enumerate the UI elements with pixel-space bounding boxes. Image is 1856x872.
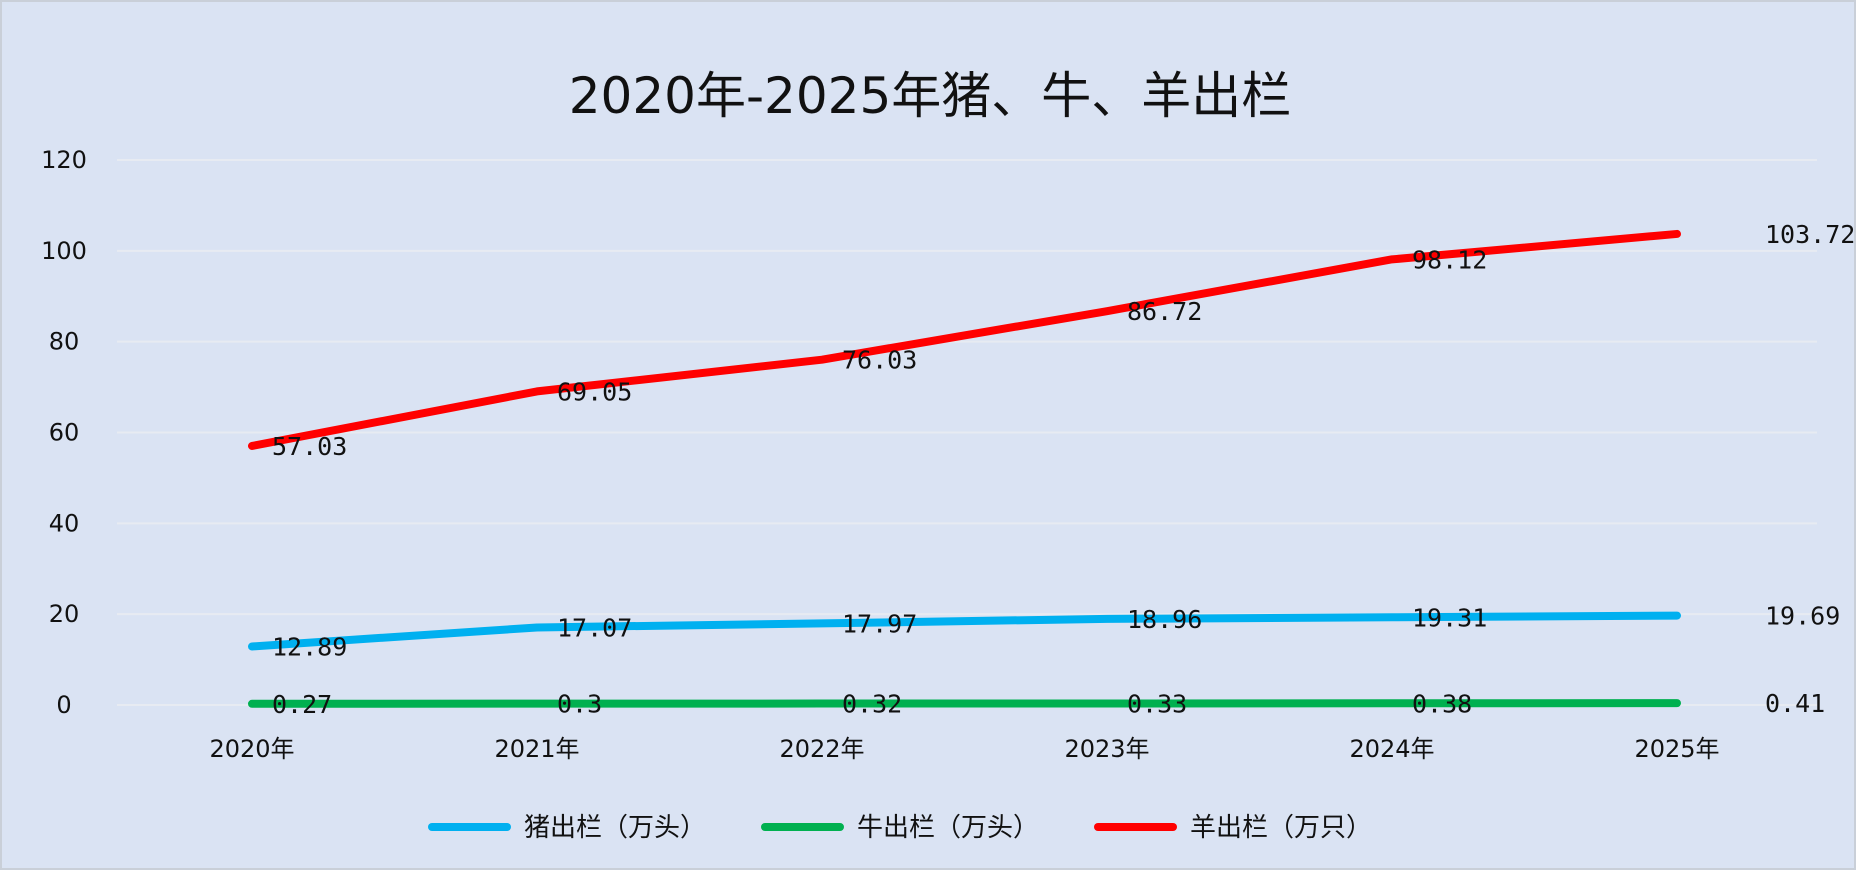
data-label: 0.27 bbox=[272, 690, 332, 719]
x-tick-label: 2021年 bbox=[494, 735, 579, 763]
y-tick-label: 40 bbox=[49, 509, 80, 537]
series-layer bbox=[252, 234, 1677, 704]
y-axis: 0 20 40 60 80 100 120 bbox=[41, 146, 87, 719]
data-label: 76.03 bbox=[842, 346, 917, 375]
data-label: 17.07 bbox=[557, 613, 632, 642]
data-label: 86.72 bbox=[1127, 297, 1202, 326]
legend-label: 羊出栏（万只） bbox=[1190, 813, 1372, 843]
x-axis: 2020年 2021年 2022年 2023年 2024年 2025年 bbox=[209, 735, 1719, 763]
legend: 猪出栏（万头） 牛出栏（万头） 羊出栏（万只） bbox=[432, 813, 1372, 843]
legend-label: 牛出栏（万头） bbox=[857, 813, 1039, 843]
y-tick-label: 80 bbox=[49, 328, 80, 356]
x-tick-label: 2020年 bbox=[209, 735, 294, 763]
x-tick-label: 2023年 bbox=[1064, 735, 1149, 763]
legend-label: 猪出栏（万头） bbox=[524, 813, 706, 843]
y-tick-label: 120 bbox=[41, 146, 87, 174]
data-labels: 12.89 17.07 17.97 18.96 19.31 19.69 0.27 0.3 0.3… bbox=[272, 220, 1855, 719]
data-label: 18.96 bbox=[1127, 605, 1202, 634]
data-label: 0.32 bbox=[842, 690, 902, 719]
y-tick-label: 0 bbox=[56, 691, 71, 719]
data-label: 12.89 bbox=[272, 632, 347, 661]
chart-title: 2020年-2025年猪、牛、羊出栏 bbox=[569, 67, 1292, 125]
data-label: 0.3 bbox=[557, 690, 602, 719]
data-label: 0.38 bbox=[1412, 689, 1472, 718]
data-label: 69.05 bbox=[557, 377, 632, 406]
data-label: 0.41 bbox=[1765, 689, 1825, 718]
x-tick-label: 2025年 bbox=[1634, 735, 1719, 763]
data-label: 103.72 bbox=[1765, 220, 1855, 249]
data-label: 17.97 bbox=[842, 609, 917, 638]
y-tick-label: 20 bbox=[49, 600, 80, 628]
data-label: 0.33 bbox=[1127, 690, 1187, 719]
data-label: 57.03 bbox=[272, 432, 347, 461]
data-label: 98.12 bbox=[1412, 245, 1487, 274]
x-tick-label: 2024年 bbox=[1349, 735, 1434, 763]
data-label: 19.31 bbox=[1412, 603, 1487, 632]
x-tick-label: 2022年 bbox=[779, 735, 864, 763]
y-tick-label: 60 bbox=[49, 419, 80, 447]
data-label: 19.69 bbox=[1765, 602, 1840, 631]
y-tick-label: 100 bbox=[41, 237, 87, 265]
